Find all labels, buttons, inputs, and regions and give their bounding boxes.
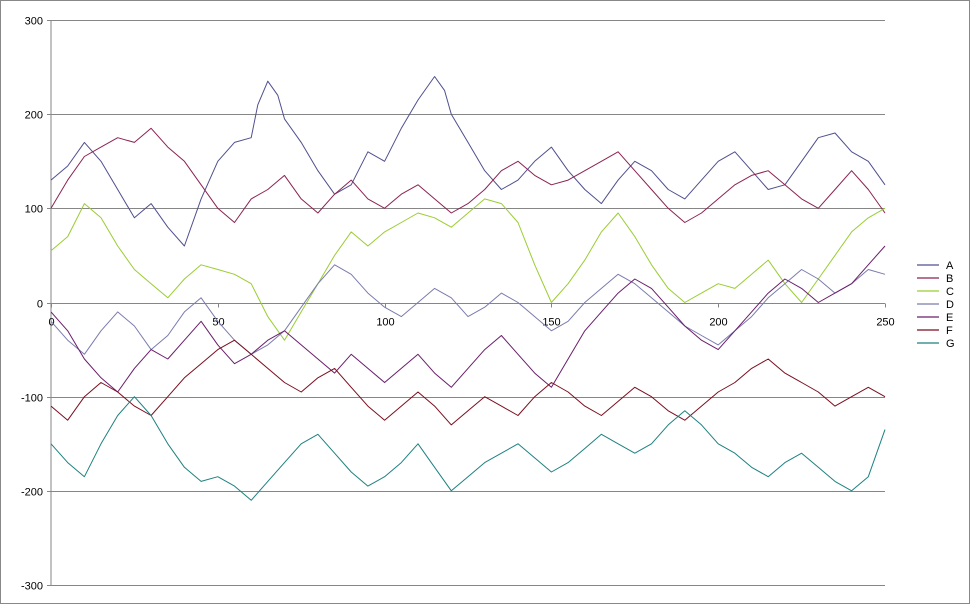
series-line-D [50,264,886,355]
series-lines [50,76,886,501]
x-tick-label: 200 [709,317,727,329]
series-line-G [50,396,886,501]
y-tick-label: 0 [37,299,43,311]
x-tick-label: 150 [542,317,560,329]
legend-label-E: E [946,312,953,324]
y-tick-label: -200 [21,487,43,499]
series-line-E [50,245,886,393]
y-tick-label: -300 [21,581,43,593]
series-line-B [50,127,886,223]
series-line-A [50,76,886,247]
legend-label-D: D [946,299,954,311]
gridlines [47,20,885,586]
y-axis-tick-labels: 300 200 100 0 -100 -200 -300 [21,16,43,593]
legend-label-G: G [946,338,955,350]
series-line-C [50,198,886,341]
x-tick-label: 100 [376,317,394,329]
legend-label-F: F [946,325,953,337]
y-tick-label: -100 [21,393,43,405]
series-line-F [50,339,886,426]
legend-label-A: A [946,260,954,272]
y-tick-label: 100 [25,204,43,216]
y-tick-label: 300 [25,16,43,28]
y-tick-label: 200 [25,110,43,122]
legend-label-B: B [946,273,953,285]
legend-label-C: C [946,286,954,298]
x-tick-label: 250 [876,317,894,329]
